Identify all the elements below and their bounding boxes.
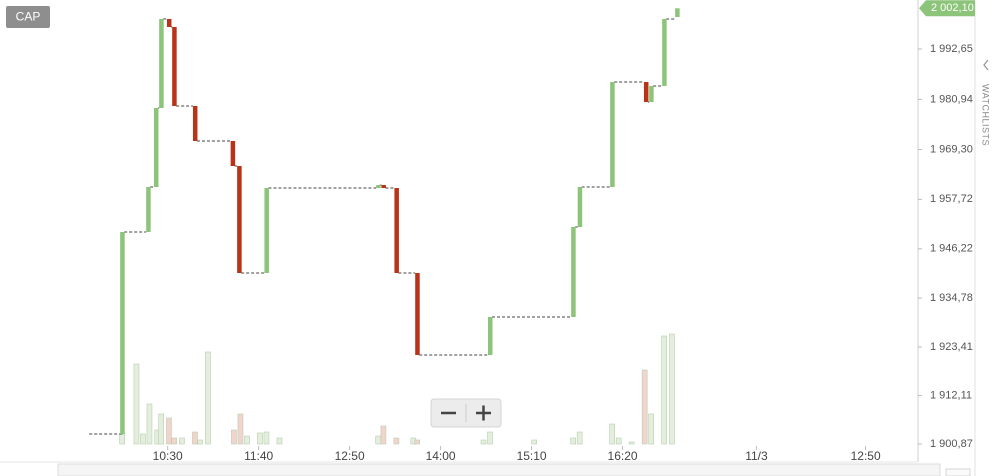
candle <box>381 184 386 188</box>
volume-bar <box>119 433 125 445</box>
x-tick-label: 16:20 <box>608 449 638 463</box>
volume-bar <box>615 437 622 445</box>
candle <box>649 85 654 103</box>
volume-bar <box>570 437 576 445</box>
y-tick-label: 1 923,41 <box>930 341 973 353</box>
volume-bar <box>237 413 244 445</box>
volume-bar <box>192 431 198 445</box>
y-tick-label: 1 969,30 <box>930 143 973 155</box>
x-tick-label: 10:30 <box>153 449 183 463</box>
last-price-label: 2 002,10 <box>931 2 974 14</box>
x-tick-label: 15:10 <box>517 449 547 463</box>
volume-bar <box>648 413 654 445</box>
candle <box>230 140 236 167</box>
y-tick-label: 1 900,87 <box>930 438 973 450</box>
volume-bar <box>140 433 146 445</box>
candle <box>487 316 493 355</box>
volume-bar <box>244 435 250 445</box>
cap-button[interactable] <box>6 6 50 28</box>
y-tick-label: 1 912,11 <box>930 390 972 402</box>
zoom-control <box>430 398 502 428</box>
y-tick-label: 1 934,78 <box>930 292 973 304</box>
volume-bar <box>146 403 153 445</box>
corner-box[interactable] <box>945 468 971 476</box>
candle <box>192 106 198 141</box>
volume-bar <box>661 335 667 445</box>
volume-bar <box>414 439 421 445</box>
volume-bar <box>628 441 635 445</box>
volume-bar <box>576 431 583 445</box>
x-tick-label: 11/3 <box>745 449 768 463</box>
volume-bar <box>179 437 185 445</box>
candle <box>662 18 667 86</box>
x-tick-label: 14:00 <box>426 449 456 463</box>
candle <box>643 81 649 103</box>
candle <box>166 18 172 27</box>
x-tick-label: 12:50 <box>851 449 881 463</box>
volume-bar <box>480 439 487 445</box>
candle <box>159 18 164 108</box>
cap-button-label[interactable]: CAP <box>16 10 41 24</box>
candle <box>675 8 680 18</box>
volume-bar <box>263 431 270 445</box>
last-price-badge <box>919 0 975 17</box>
candle <box>577 187 583 227</box>
volume-bar <box>205 351 211 445</box>
volume-bar <box>276 437 283 445</box>
volume-bar <box>171 437 177 445</box>
scrollbar[interactable] <box>57 463 941 476</box>
candle <box>610 81 615 188</box>
candle <box>571 226 576 317</box>
x-tick-label: 12:50 <box>335 449 365 463</box>
x-tick-label: 11:40 <box>244 449 273 463</box>
candle <box>172 26 177 107</box>
candle <box>394 187 399 274</box>
volume-bar <box>133 363 140 445</box>
side-panel-arrow[interactable] <box>983 59 989 71</box>
candle <box>120 231 125 435</box>
candle <box>153 107 159 188</box>
candle <box>415 273 420 355</box>
volume-bar <box>609 423 615 445</box>
volume-bar <box>531 439 537 445</box>
volume-bar <box>158 413 164 445</box>
candle <box>237 166 242 274</box>
y-tick-label: 1 957,72 <box>930 193 973 205</box>
y-tick-label: 1 980,94 <box>930 93 973 105</box>
volume-bar <box>487 431 493 445</box>
volume-bar <box>641 369 648 445</box>
volume-bar <box>231 429 237 445</box>
volume-bar <box>380 425 387 445</box>
volume-bar <box>669 333 675 445</box>
volume-bar <box>166 417 172 445</box>
candle <box>376 184 381 188</box>
volume-bar <box>257 432 263 445</box>
candle <box>146 187 151 232</box>
y-tick-label: 1 992,65 <box>930 43 973 55</box>
candle <box>264 187 269 274</box>
y-tick-label: 1 946,22 <box>930 243 973 255</box>
volume-bar <box>375 435 382 445</box>
volume-bar <box>197 439 203 445</box>
volume-bar <box>393 437 400 445</box>
side-tab[interactable]: WATCHLISTS <box>981 84 991 146</box>
